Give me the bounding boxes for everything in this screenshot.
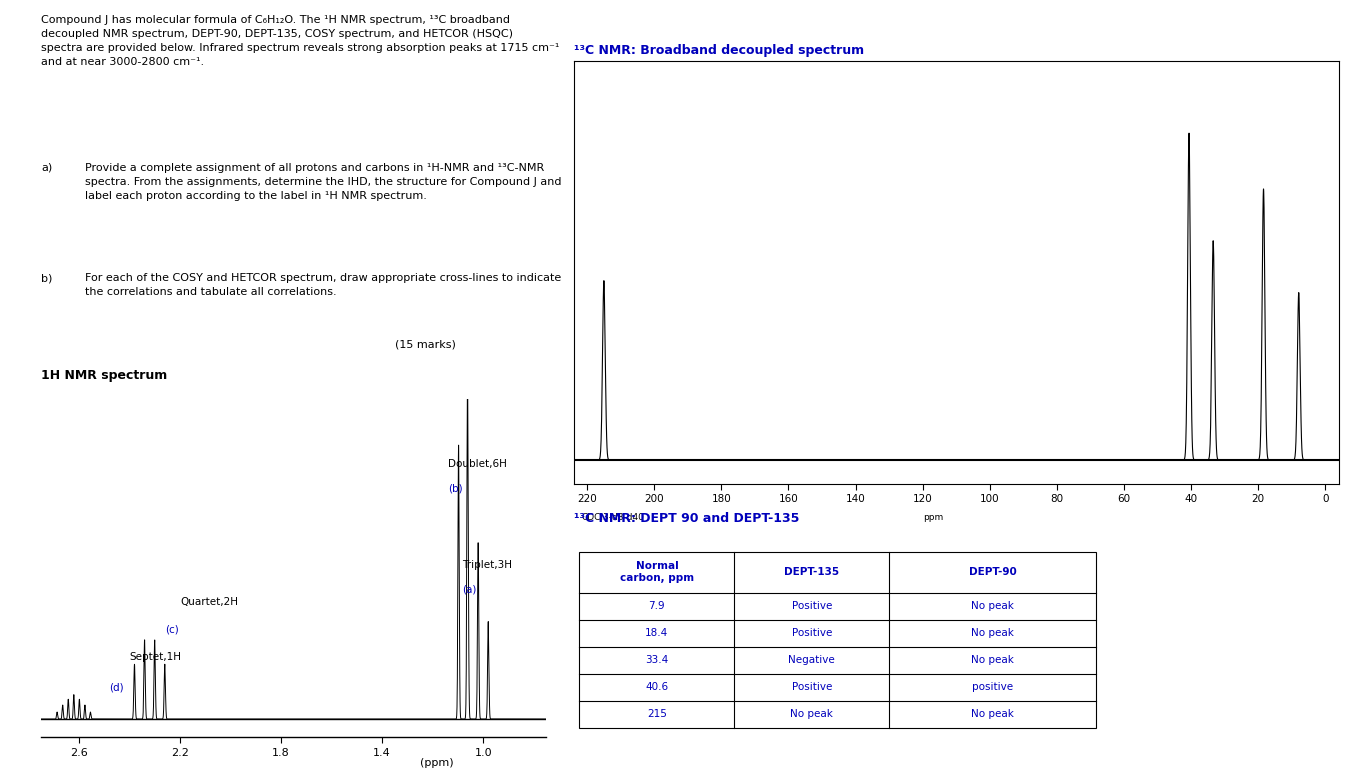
Text: (ppm): (ppm) [421,757,454,767]
Text: (b): (b) [448,483,463,493]
Text: No peak: No peak [791,710,833,720]
Text: No peak: No peak [971,628,1014,638]
Text: (15 marks): (15 marks) [395,339,456,349]
Text: For each of the COSY and HETCOR spectrum, draw appropriate cross-lines to indica: For each of the COSY and HETCOR spectrum… [85,273,561,297]
Text: 18.4: 18.4 [645,628,668,638]
Text: Septet,1H: Septet,1H [130,652,182,662]
Text: Normal
carbon, ppm: Normal carbon, ppm [620,561,694,583]
Text: 215: 215 [647,710,667,720]
Text: Quartet,2H: Quartet,2H [180,598,238,607]
Text: (a): (a) [462,584,477,594]
Text: ¹³C NMR: DEPT 90 and DEPT-135: ¹³C NMR: DEPT 90 and DEPT-135 [574,512,799,525]
Text: Doublet,6H: Doublet,6H [448,458,507,468]
Text: Positive: Positive [792,601,832,611]
Text: No peak: No peak [971,710,1014,720]
Text: Triplet,3H: Triplet,3H [462,560,512,570]
Text: 40.6: 40.6 [645,682,668,692]
Text: (d): (d) [109,683,124,693]
Text: DEPT-90: DEPT-90 [968,568,1016,578]
Text: positive: positive [973,682,1014,692]
Text: (c): (c) [165,624,179,634]
Text: No peak: No peak [971,601,1014,611]
Text: 33.4: 33.4 [645,655,668,665]
Text: DEPT-135: DEPT-135 [784,568,839,578]
Text: b): b) [41,273,52,283]
Text: No peak: No peak [971,655,1014,665]
Text: CDCl3-d3-d40: CDCl3-d3-d40 [582,514,645,522]
Text: a): a) [41,163,52,173]
Text: Negative: Negative [788,655,835,665]
Text: 7.9: 7.9 [649,601,665,611]
Text: ¹³C NMR: Broadband decoupled spectrum: ¹³C NMR: Broadband decoupled spectrum [574,45,863,58]
Text: Positive: Positive [792,682,832,692]
Text: Provide a complete assignment of all protons and carbons in ¹H-NMR and ¹³C-NMR
s: Provide a complete assignment of all pro… [85,163,561,200]
Text: 1H NMR spectrum: 1H NMR spectrum [41,369,167,382]
Text: Positive: Positive [792,628,832,638]
Text: Compound J has molecular formula of C₆H₁₂O. The ¹H NMR spectrum, ¹³C broadband
d: Compound J has molecular formula of C₆H₁… [41,15,559,68]
Text: ppm: ppm [923,514,944,522]
